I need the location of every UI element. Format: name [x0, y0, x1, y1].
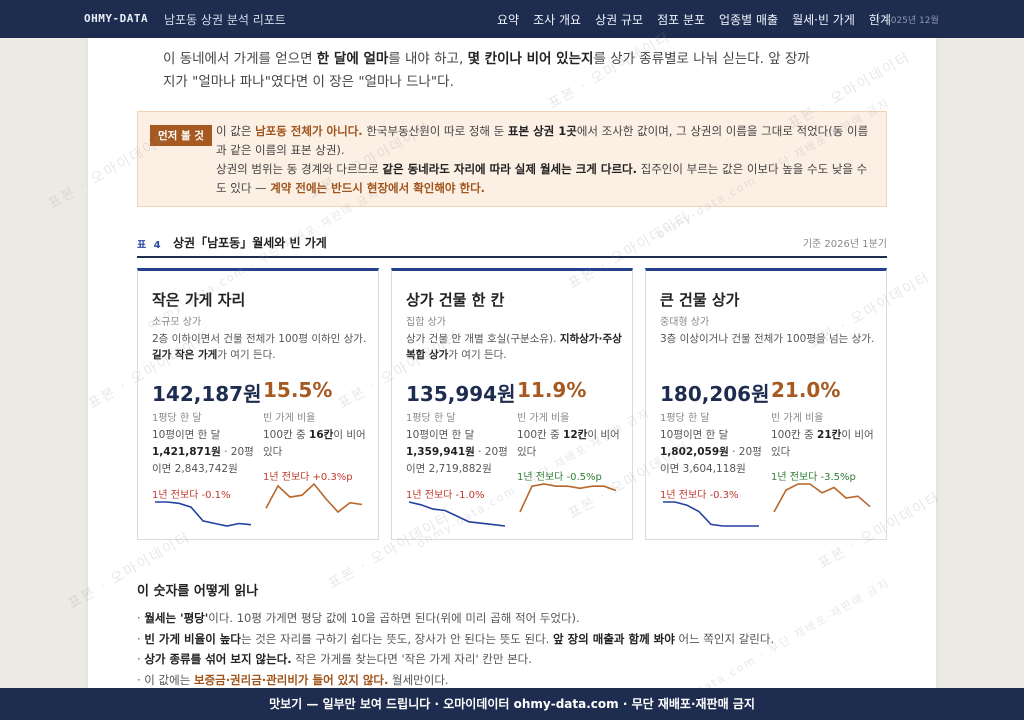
- how-to-read-list: · 월세는 '평당'이다. 10평 가게면 평당 값에 10을 곱하면 된다(위…: [137, 608, 887, 690]
- card-description: 2층 이하이면서 건물 전체가 100평 이하인 상가. 길가 작은 가게가 여…: [152, 333, 367, 361]
- rent-example: 10평이면 한 달 1,802,059원 · 20평이면 3,604,118원: [660, 429, 762, 475]
- nav-item-limits[interactable]: 한계: [868, 13, 891, 27]
- table-basis-date: 기준 2026년 1분기: [802, 239, 887, 250]
- nav-item-distribution[interactable]: 점포 분포: [657, 13, 706, 27]
- vacancy-sparkline: [265, 482, 363, 514]
- nav-item-scale[interactable]: 상권 규모: [595, 13, 644, 27]
- card-subtitle: 소규모 상가: [152, 317, 202, 328]
- table-heading: 표 4 상권「남포동」월세와 빈 가게 기준 2026년 1분기: [137, 230, 887, 258]
- rent-label: 1평당 한 달: [406, 413, 456, 424]
- rent-example: 10평이면 한 달 1,421,871원 · 20평이면 2,843,742원: [152, 429, 254, 475]
- vacancy-trend-line: [773, 483, 871, 513]
- nav-item-overview[interactable]: 조사 개요: [533, 13, 582, 27]
- vacancy-trend-line: [519, 483, 617, 513]
- rent-value: 180,206원: [660, 382, 770, 406]
- rent-example: 10평이면 한 달 1,359,941원 · 20평이면 2,719,882원: [406, 429, 508, 475]
- list-item: · 이 값에는 보증금·권리금·관리비가 들어 있지 않다. 월세만이다.: [137, 672, 449, 687]
- vacancy-value: 11.9%: [517, 378, 587, 402]
- top-navbar: OHMY-DATA 남포동 상권 분석 리포트 요약 조사 개요 상권 규모 점…: [0, 0, 1024, 38]
- nav-item-sales[interactable]: 업종별 매출: [719, 13, 779, 27]
- brand-logo[interactable]: OHMY-DATA: [84, 12, 149, 25]
- notice-badge: 먼저 볼 것: [150, 125, 212, 146]
- intro-paragraph: 이 동네에서 가게를 얻으면 한 달에 얼마를 내야 하고, 몇 칸이나 비어 …: [163, 51, 810, 90]
- card-title: 상가 건물 한 칸: [406, 291, 505, 309]
- card-small-shop: 작은 가게 자리 소규모 상가 2층 이하이면서 건물 전체가 100평 이하인…: [137, 268, 379, 540]
- card-subtitle: 집합 상가: [406, 317, 446, 328]
- rent-trend-line: [155, 501, 252, 527]
- document-title: 남포동 상권 분석 리포트: [164, 13, 286, 27]
- vacancy-change: 1년 전보다 -3.5%p: [771, 472, 856, 483]
- rent-value: 142,187원: [152, 382, 262, 406]
- rent-sparkline: [408, 501, 506, 527]
- table-number: 표 4: [137, 240, 163, 251]
- list-item: · 월세는 '평당'이다. 10평 가게면 평당 값에 10을 곱하면 된다(위…: [137, 611, 580, 625]
- vacancy-example: 100칸 중 16칸이 비어 있다: [263, 429, 366, 458]
- vacancy-change: 1년 전보다 -0.5%p: [517, 472, 602, 483]
- vacancy-label: 빈 가게 비율: [771, 413, 824, 424]
- rent-trend-line: [408, 501, 506, 527]
- vacancy-example: 100칸 중 12칸이 비어 있다: [517, 429, 620, 458]
- card-title: 큰 건물 상가: [660, 291, 740, 309]
- card-description: 3층 이상이거나 건물 전체가 100평을 넘는 상가.: [660, 333, 875, 345]
- notice-box: 먼저 볼 것 이 값은 남포동 전체가 아니다. 한국부동산원이 따로 정해 둔…: [137, 111, 887, 207]
- card-title: 작은 가게 자리: [152, 291, 246, 309]
- rent-change: 1년 전보다 -1.0%: [406, 490, 485, 501]
- preview-banner: 맛보기 — 일부만 보여 드립니다 · 오마이데이터 ohmy-data.com…: [0, 688, 1024, 720]
- nav-item-summary[interactable]: 요약: [497, 13, 520, 27]
- report-date: 2025년 12월: [885, 16, 939, 26]
- vacancy-label: 빈 가게 비율: [263, 413, 316, 424]
- list-item: · 상가 종류를 섞어 보지 않는다. 작은 가게를 찾는다면 '작은 가게 자…: [137, 652, 532, 666]
- card-description: 상가 건물 안 개별 호실(구분소유). 지하상가·주상복합 상가가 여기 든다…: [406, 333, 622, 361]
- vacancy-trend-line: [265, 482, 363, 514]
- card-collective-shop: 상가 건물 한 칸 집합 상가 상가 건물 안 개별 호실(구분소유). 지하상…: [391, 268, 633, 540]
- vacancy-sparkline: [773, 483, 871, 513]
- rent-label: 1평당 한 달: [152, 413, 202, 424]
- vacancy-label: 빈 가게 비율: [517, 413, 570, 424]
- rent-trend-line: [663, 501, 759, 527]
- rent-sparkline: [155, 501, 252, 527]
- rent-sparkline: [663, 501, 759, 527]
- vacancy-value: 21.0%: [771, 378, 841, 402]
- list-item: · 빈 가게 비율이 높다는 것은 자리를 구하기 쉽다는 뜻도, 장사가 안 …: [137, 631, 775, 646]
- vacancy-example: 100칸 중 21칸이 비어 있다: [771, 429, 874, 458]
- rent-label: 1평당 한 달: [660, 413, 710, 424]
- vacancy-value: 15.5%: [263, 378, 333, 402]
- nav-divider: [878, 12, 879, 26]
- rent-change: 1년 전보다 -0.1%: [152, 490, 231, 501]
- rent-value: 135,994원: [406, 382, 516, 406]
- table-title: 상권「남포동」월세와 빈 가게: [173, 236, 327, 250]
- notice-text: 이 값은 남포동 전체가 아니다. 한국부동산원이 따로 정해 둔 표본 상권 …: [216, 124, 869, 195]
- how-to-read-heading: 이 숫자를 어떻게 읽나: [137, 584, 259, 599]
- vacancy-sparkline: [519, 483, 617, 513]
- main-nav: 요약 조사 개요 상권 규모 점포 분포 업종별 매출 월세·빈 가게 한계: [497, 11, 905, 28]
- vacancy-change: 1년 전보다 +0.3%p: [263, 472, 353, 483]
- card-subtitle: 중대형 상가: [660, 317, 710, 328]
- card-large-building: 큰 건물 상가 중대형 상가 3층 이상이거나 건물 전체가 100평을 넘는 …: [645, 268, 887, 540]
- nav-item-rent-vacancy[interactable]: 월세·빈 가게: [792, 13, 855, 27]
- rent-change: 1년 전보다 -0.3%: [660, 490, 739, 501]
